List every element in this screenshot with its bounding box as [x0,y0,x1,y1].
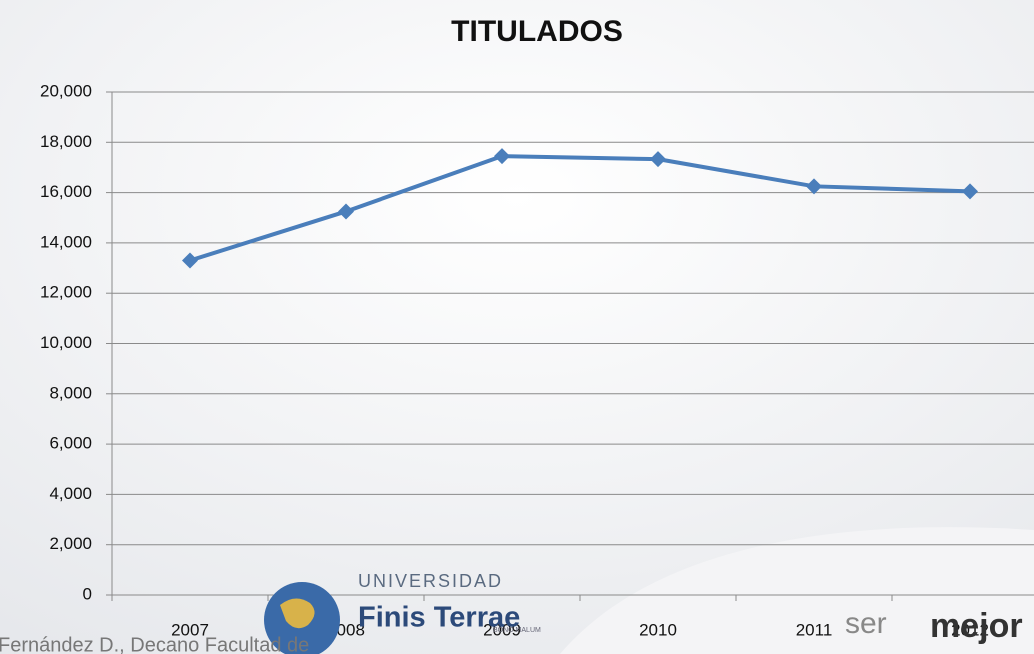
x-tick-label: 2010 [639,620,677,639]
y-tick-label: 16,000 [40,182,92,201]
y-tick-label: 20,000 [40,81,92,100]
x-tick-label: 2009 [483,620,521,639]
marker [650,151,666,168]
y-tick-label: 14,000 [40,232,92,251]
marker [338,203,354,220]
brand-text: Finis Terrae [358,602,520,634]
marker [962,183,978,200]
y-tick-label: 6,000 [49,434,92,453]
marker [494,148,510,165]
university-text: UNIVERSIDAD [358,571,503,591]
plot: 0 2,000 4,000 6,000 8,000 10,000 12,000 14,000 1… [40,81,1034,639]
footer: UNIVERSIDAD Finis Terrae BONO MALUM ser … [0,571,1023,654]
author-text: Fernández D., Decano Facultad de [0,634,309,654]
x-tick-label: 2007 [171,620,209,639]
series-line [189,154,971,263]
swoosh [560,527,1034,654]
y-tick-label: 0 [83,584,92,603]
y-tick-label: 18,000 [40,132,92,151]
y-tick-label: 10,000 [40,333,92,352]
y-tick-label: 4,000 [49,484,92,503]
y-tick-label: 2,000 [49,534,92,553]
y-tick-label: 12,000 [40,283,92,302]
chart-title: TITULADOS [451,15,623,48]
y-tick-label: 8,000 [49,383,92,402]
slogan-right: mejor [930,607,1023,645]
marker [806,178,822,195]
x-tick-label: 2012 [951,620,989,639]
marker [182,252,198,269]
x-tick-label: 2011 [796,620,833,639]
globe-land [280,598,315,629]
motto-text: BONO MALUM [493,627,541,634]
slogan-left: ser [845,607,887,640]
